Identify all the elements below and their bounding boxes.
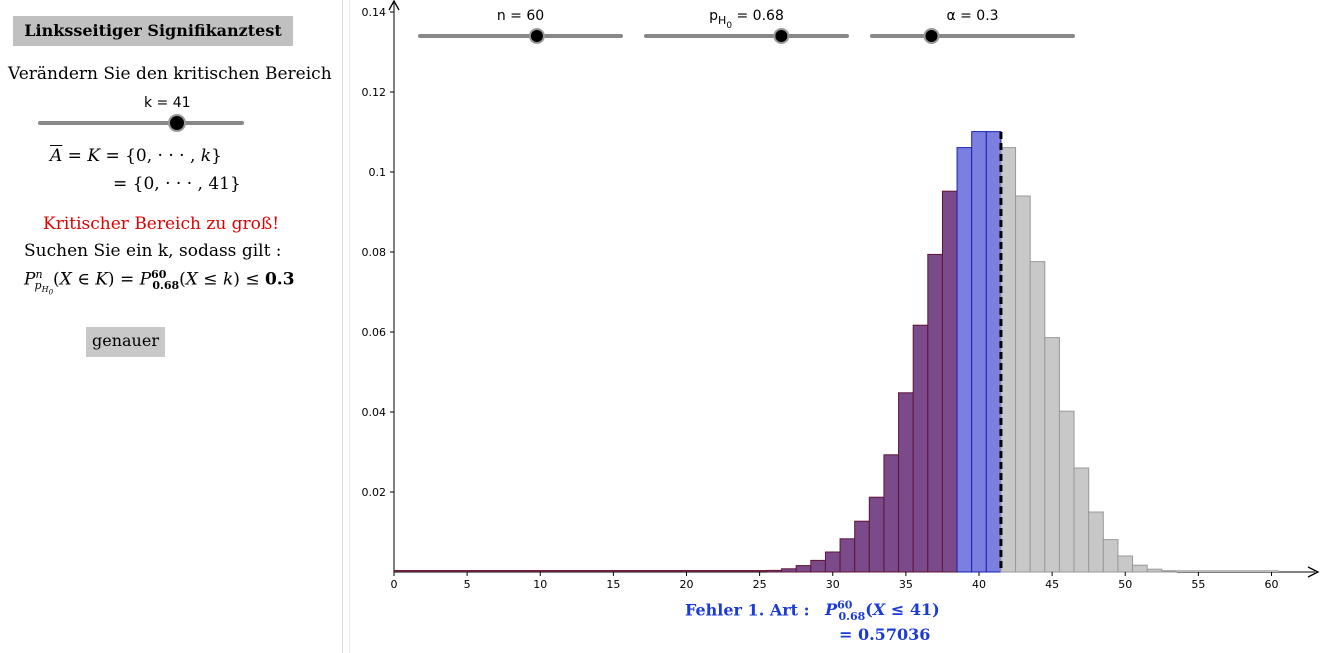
parameter-sliders: n = 60 pH0 = 0.68 α = 0.3 xyxy=(418,8,1075,44)
y-tick-label-0: 0.02 xyxy=(362,486,387,499)
y-tick-label-6: 0.14 xyxy=(362,6,387,19)
bar-39 xyxy=(956,147,973,573)
bar-36 xyxy=(912,324,929,573)
panel-title: Linksseitiger Signifikanztest xyxy=(13,16,293,46)
k-slider-handle[interactable] xyxy=(170,116,184,130)
chart-ticks: 0 5 10 15 20 25 30 35 40 45 50 55 60 0.02 0.04 0.06 0.08… xyxy=(362,6,1279,591)
search-text: Suchen Sie ein k, sodass gilt : xyxy=(24,241,282,261)
error-type1-prefix: Fehler 1. Art : xyxy=(685,600,810,620)
bar-35 xyxy=(898,392,914,573)
panel-divider xyxy=(342,0,343,653)
bar-27 xyxy=(781,568,797,573)
y-tick-label-3: 0.08 xyxy=(362,246,387,259)
condition-formula: PnpH0(X ∈ K) = P600.68(X ≤ k) ≤ 0.3 xyxy=(24,268,295,297)
x-tick-label-25: 25 xyxy=(753,578,767,591)
bar-52 xyxy=(1146,568,1163,573)
param-slider-track-1[interactable] xyxy=(644,34,849,38)
error-type1-line1: Fehler 1. Art : P600.68(X ≤ 41) xyxy=(685,599,940,623)
bar-38 xyxy=(941,190,958,573)
x-tick-label-50: 50 xyxy=(1118,578,1132,591)
x-tick-label-40: 40 xyxy=(972,578,986,591)
param-slider-handle-2[interactable] xyxy=(923,28,940,44)
bar-40 xyxy=(971,131,987,573)
x-tick-label-5: 5 xyxy=(464,578,471,591)
x-tick-label-15: 15 xyxy=(606,578,620,591)
bar-29 xyxy=(810,559,826,573)
x-axis-arrow xyxy=(1307,566,1320,578)
x-tick-label-45: 45 xyxy=(1045,578,1059,591)
k-slider-track[interactable] xyxy=(38,121,244,125)
bar-37 xyxy=(927,253,943,573)
bar-47 xyxy=(1073,467,1090,573)
x-tick-label-60: 60 xyxy=(1265,578,1279,591)
bar-32 xyxy=(854,520,870,573)
y-axis-arrow xyxy=(388,0,400,11)
bar-30 xyxy=(824,551,841,573)
bar-51 xyxy=(1132,564,1148,573)
bar-43 xyxy=(1015,195,1031,573)
bar-26 xyxy=(766,569,783,573)
bar-53 xyxy=(1161,570,1177,573)
bar-34 xyxy=(883,454,900,573)
bar-44 xyxy=(1029,261,1046,573)
error-type1-value: = 0.57036 xyxy=(839,625,931,644)
bar-49 xyxy=(1102,539,1119,573)
set-definition-line2: = {0, · · · , 41} xyxy=(113,174,241,194)
set-definition-line1: A = K = {0, · · · , k} xyxy=(50,146,222,166)
bar-33 xyxy=(868,496,885,573)
y-tick-label-5: 0.12 xyxy=(362,86,387,99)
x-tick-label-10: 10 xyxy=(533,578,547,591)
genauer-button[interactable]: genauer xyxy=(86,327,165,357)
y-tick-label-1: 0.04 xyxy=(362,406,387,419)
chart-axes xyxy=(388,0,1320,578)
bar-46 xyxy=(1058,410,1075,573)
param-slider-handle-1[interactable] xyxy=(773,28,790,44)
k-slider-label: k = 41 xyxy=(144,95,191,111)
param-slider-label-2: α = 0.3 xyxy=(946,8,998,24)
bar-42 xyxy=(1000,147,1017,573)
x-tick-label-20: 20 xyxy=(680,578,694,591)
chart-bars xyxy=(766,131,1177,573)
warning-text: Kritischer Bereich zu groß! xyxy=(43,214,280,234)
x-tick-label-55: 55 xyxy=(1191,578,1205,591)
x-tick-label-0: 0 xyxy=(391,578,398,591)
bar-41 xyxy=(985,131,1002,573)
binomial-chart: n = 60 pH0 = 0.68 α = 0.3 0 5 10 15 20 25 30 35 40… xyxy=(362,0,1320,591)
param-slider-track-2[interactable] xyxy=(870,34,1075,38)
x-tick-label-35: 35 xyxy=(899,578,913,591)
bar-28 xyxy=(795,565,812,573)
x-tick-label-30: 30 xyxy=(826,578,840,591)
instruction-text: Verändern Sie den kritischen Bereich xyxy=(8,64,332,84)
y-tick-label-2: 0.06 xyxy=(362,326,387,339)
y-tick-label-4: 0.1 xyxy=(369,166,387,179)
bar-45 xyxy=(1044,337,1060,573)
bar-31 xyxy=(839,538,856,573)
param-slider-handle-0[interactable] xyxy=(528,28,545,44)
param-slider-track-0[interactable] xyxy=(418,34,623,38)
panel-divider-shadow xyxy=(349,0,350,653)
control-panel: Linksseitiger Signifikanztest Verändern … xyxy=(0,0,342,653)
bar-50 xyxy=(1117,555,1134,573)
param-slider-label-0: n = 60 xyxy=(497,8,544,24)
bar-48 xyxy=(1088,511,1104,573)
param-slider-label-1: pH0 = 0.68 xyxy=(709,8,784,31)
